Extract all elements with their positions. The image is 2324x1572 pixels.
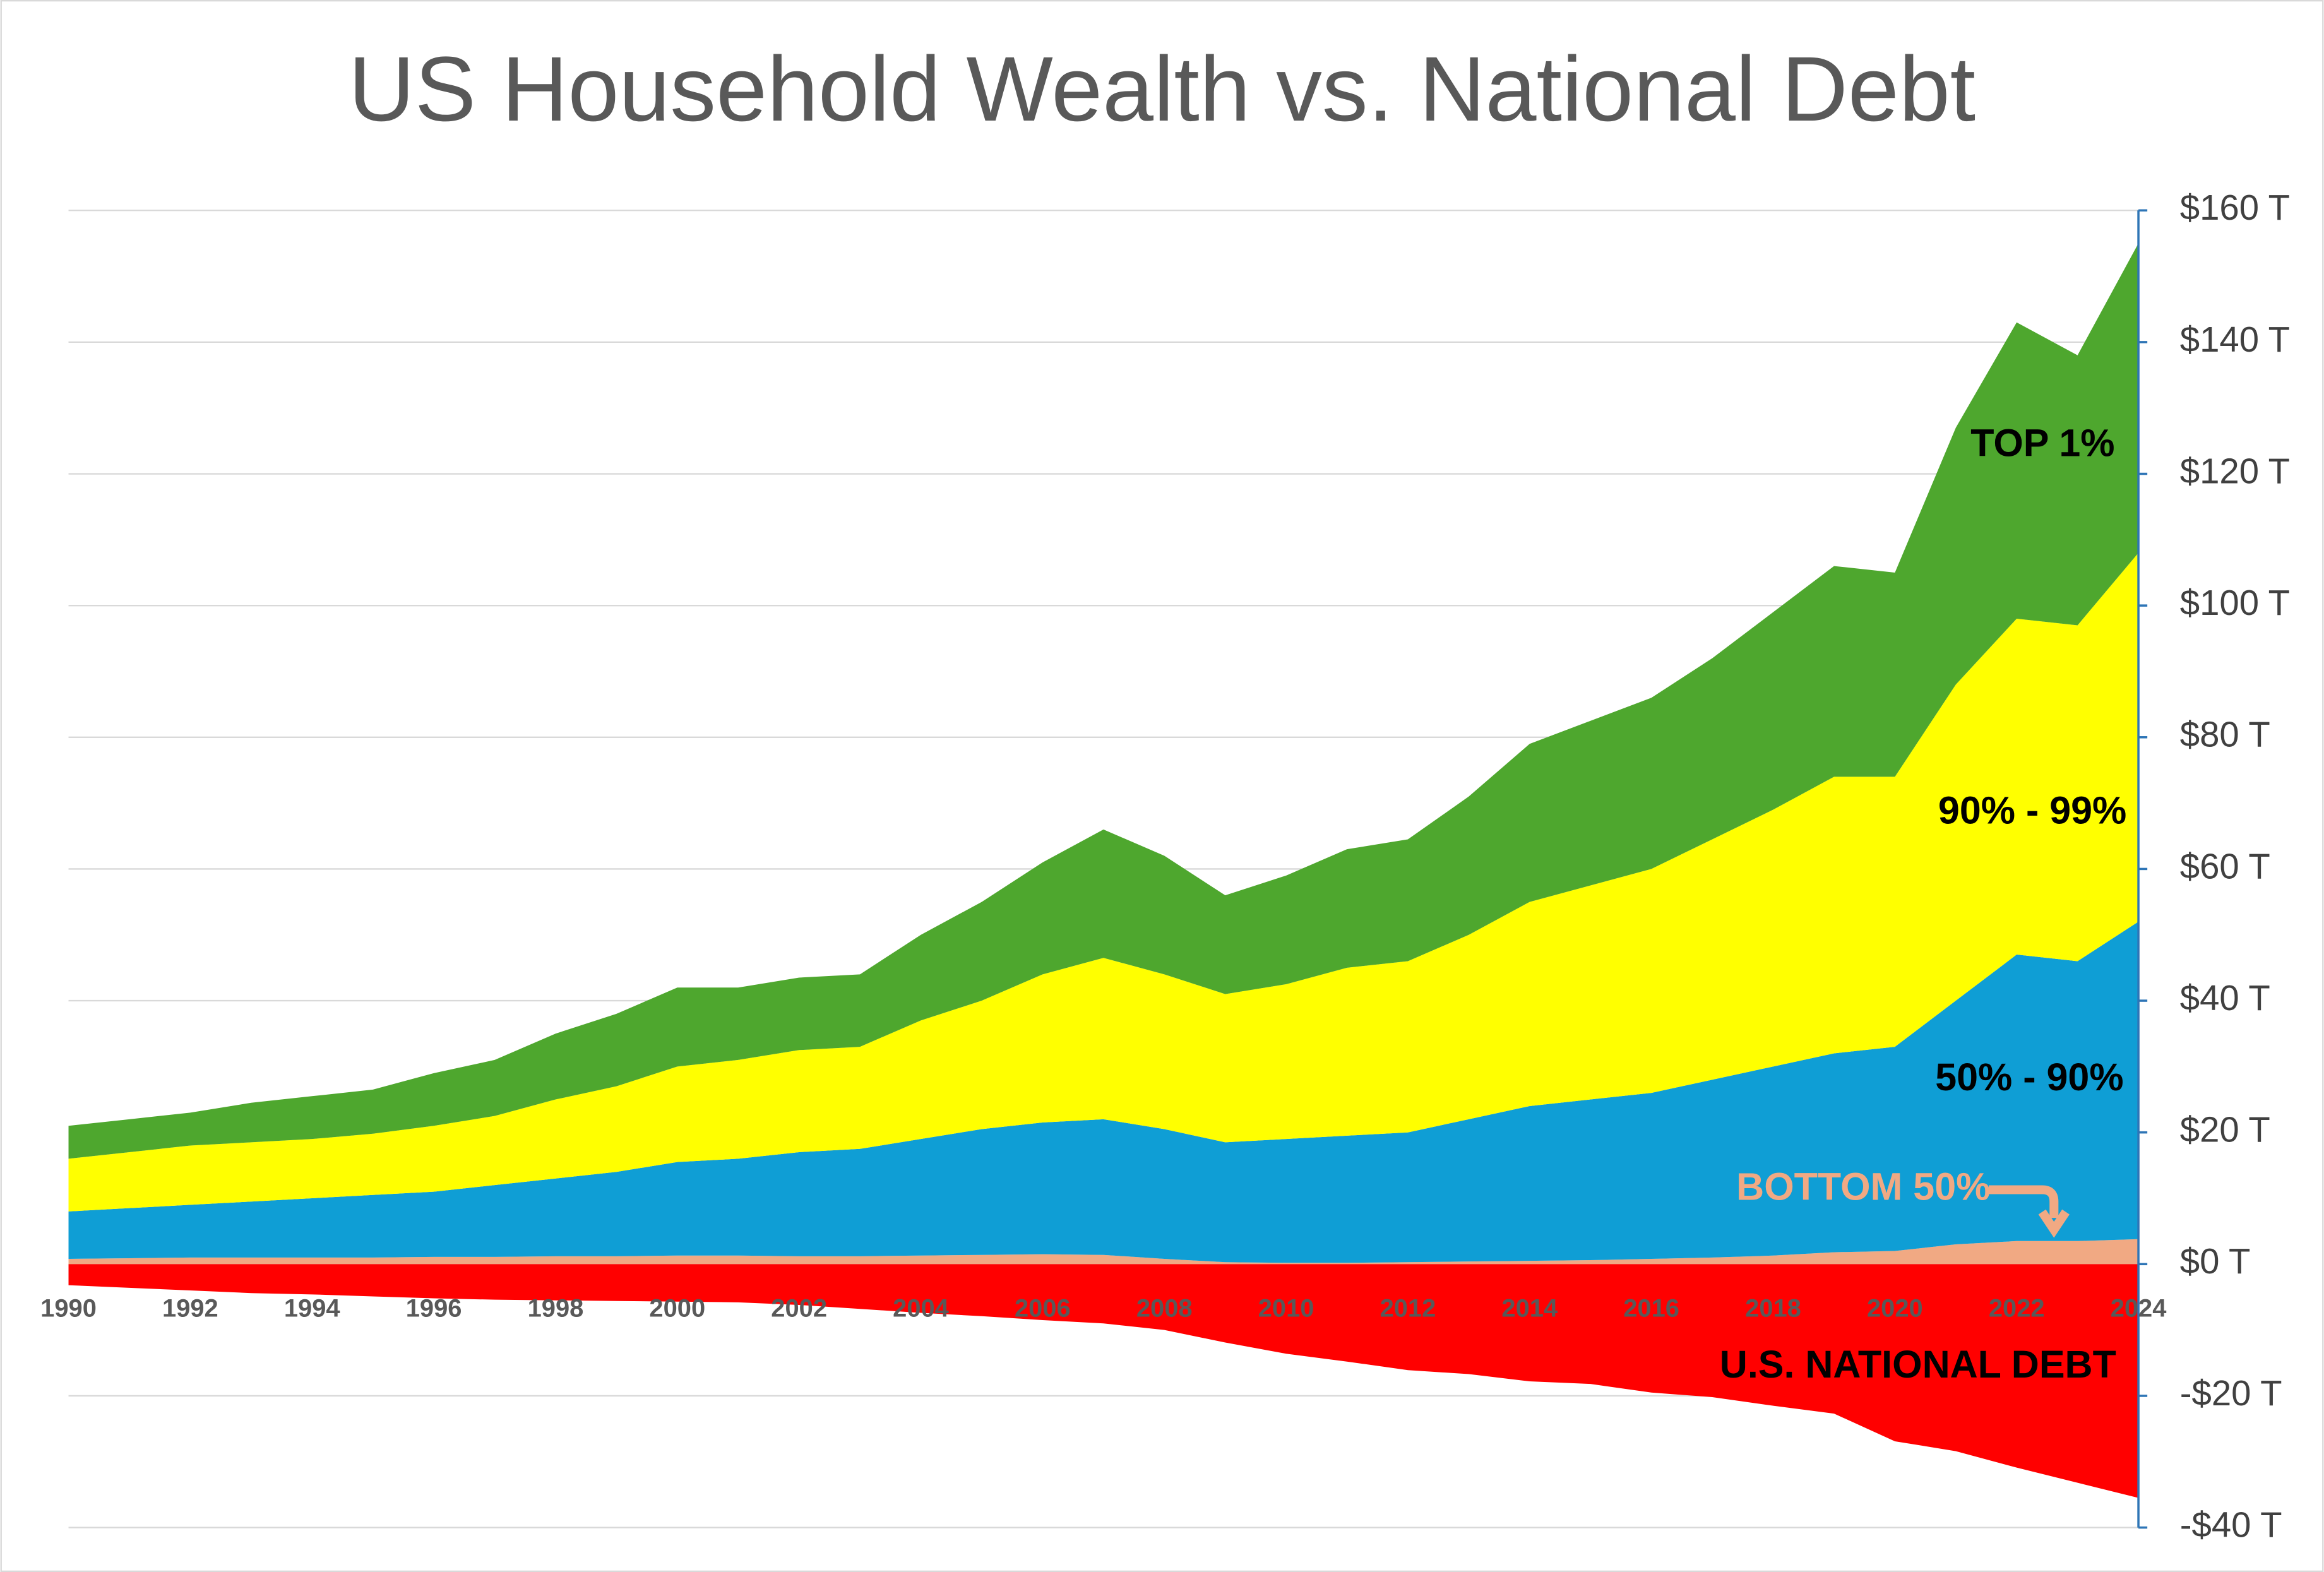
chart-title: US Household Wealth vs. National Debt bbox=[349, 37, 1975, 140]
series-label: BOTTOM 50% bbox=[1736, 1165, 1990, 1208]
y-tick-label: $160 T bbox=[2180, 188, 2290, 227]
y-tick-label: -$40 T bbox=[2180, 1504, 2282, 1544]
y-tick-label: $0 T bbox=[2180, 1241, 2251, 1281]
area bbox=[68, 243, 2139, 1159]
area bbox=[68, 921, 2139, 1263]
area bbox=[68, 1264, 2139, 1498]
area bbox=[68, 1239, 2139, 1265]
y-tick-label: $120 T bbox=[2180, 451, 2290, 491]
x-tick-label: 1998 bbox=[528, 1295, 584, 1323]
x-tick-label: 2012 bbox=[1380, 1295, 1436, 1323]
x-tick-label: 2006 bbox=[1015, 1295, 1071, 1323]
x-tick-label: 2008 bbox=[1136, 1295, 1193, 1323]
x-tick-label: 2010 bbox=[1258, 1295, 1314, 1323]
x-tick-label: 2000 bbox=[649, 1295, 705, 1323]
x-tick-label: 2002 bbox=[771, 1295, 827, 1323]
y-tick-label: $40 T bbox=[2180, 978, 2270, 1018]
x-tick-label: 1992 bbox=[162, 1295, 218, 1323]
series-label: 50% - 90% bbox=[1935, 1056, 2123, 1099]
area bbox=[68, 552, 2139, 1212]
series-label: 90% - 99% bbox=[1938, 789, 2126, 832]
axes: $160 T $140 T $120 T $100 T $80 T $60 T $40 T $… bbox=[40, 188, 2290, 1544]
x-tick-label: 1996 bbox=[406, 1295, 462, 1323]
x-tick-label: 1994 bbox=[284, 1295, 340, 1323]
x-tick-label: 2016 bbox=[1623, 1295, 1679, 1323]
annotation-arrow bbox=[1989, 1185, 2070, 1238]
y-tick-label: $60 T bbox=[2180, 846, 2270, 886]
y-tick-label: $20 T bbox=[2180, 1110, 2270, 1150]
x-tick-label: 2014 bbox=[1501, 1295, 1558, 1323]
series-label: U.S. NATIONAL DEBT bbox=[1720, 1343, 2116, 1386]
y-tick-label: $140 T bbox=[2180, 319, 2290, 359]
y-tick-label: $80 T bbox=[2180, 715, 2270, 754]
areas bbox=[68, 243, 2139, 1498]
x-tick-label: 2022 bbox=[1989, 1295, 2045, 1323]
y-tick-label: $100 T bbox=[2180, 583, 2290, 622]
y-tick-label: -$20 T bbox=[2180, 1373, 2282, 1413]
x-tick-label: 2018 bbox=[1745, 1295, 1801, 1323]
x-tick-label: 2024 bbox=[2111, 1295, 2167, 1323]
x-tick-label: 2004 bbox=[893, 1295, 949, 1323]
x-tick-label: 2020 bbox=[1867, 1295, 1923, 1323]
series-label: TOP 1% bbox=[1970, 422, 2114, 465]
x-tick-label: 1990 bbox=[40, 1295, 97, 1323]
